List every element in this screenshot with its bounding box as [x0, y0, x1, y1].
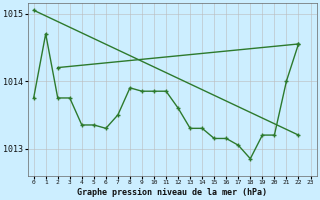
X-axis label: Graphe pression niveau de la mer (hPa): Graphe pression niveau de la mer (hPa)	[77, 188, 267, 197]
